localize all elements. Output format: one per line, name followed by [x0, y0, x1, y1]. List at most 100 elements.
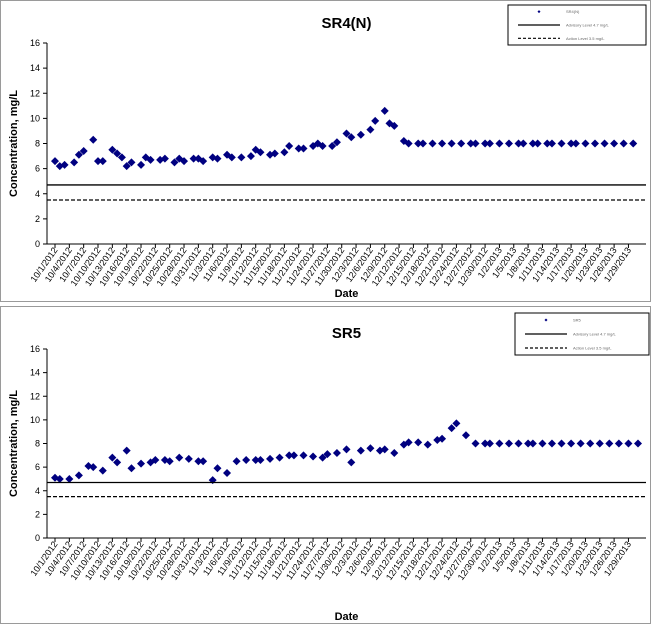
data-point	[275, 453, 284, 462]
data-point	[404, 139, 413, 148]
data-point	[481, 139, 490, 148]
y-axis-title: Concentration, mg/L	[8, 390, 20, 497]
data-point	[567, 139, 576, 148]
data-point	[380, 445, 389, 454]
y-tick-label: 4	[35, 486, 40, 496]
chart-panel-sr5: SR5 0 2 4 6 8 10 12 14 16 10/1/2012 10/4/2012 10/7/2…	[0, 306, 651, 624]
data-point	[98, 466, 107, 475]
y-tick-label: 2	[35, 509, 40, 519]
data-point	[237, 153, 246, 162]
data-point	[547, 139, 556, 148]
data-point	[280, 148, 289, 157]
data-point	[199, 457, 208, 466]
data-point	[605, 439, 614, 448]
y-tick-label: 4	[35, 189, 40, 199]
data-point	[270, 149, 279, 158]
data-point	[461, 431, 470, 440]
data-point	[366, 125, 375, 134]
y-tick-label: 16	[30, 344, 40, 354]
data-point	[485, 139, 494, 148]
data-point	[65, 474, 74, 483]
data-point	[428, 139, 437, 148]
data-point	[418, 139, 427, 148]
y-tick-label: 14	[30, 368, 40, 378]
data-point	[127, 464, 136, 473]
data-point	[557, 439, 566, 448]
data-point	[117, 153, 126, 162]
chart-sr4n: SR4(N)024681012141610/1/201210/4/201210/…	[8, 4, 647, 300]
y-tick-label: 10	[30, 113, 40, 123]
data-point	[175, 453, 184, 462]
data-point	[557, 139, 566, 148]
data-point	[528, 439, 537, 448]
data-point	[160, 154, 169, 163]
data-point	[227, 153, 236, 162]
data-point	[89, 135, 98, 144]
data-point	[180, 157, 189, 166]
data-point	[256, 456, 265, 465]
data-point	[70, 158, 79, 167]
data-point	[629, 139, 638, 148]
data-point	[246, 152, 255, 161]
data-point	[438, 434, 447, 443]
data-point	[213, 154, 222, 163]
data-point	[55, 474, 64, 483]
data-point	[404, 438, 413, 447]
data-point	[332, 448, 341, 457]
data-point	[390, 121, 399, 130]
x-axis-title: Date	[335, 288, 359, 300]
data-point	[113, 458, 122, 467]
data-point	[251, 456, 260, 465]
legend-label: Advisory Level 4.7 mg/L	[566, 23, 609, 28]
data-point	[213, 464, 222, 473]
data-point	[481, 439, 490, 448]
data-point	[356, 130, 365, 139]
data-point	[60, 160, 69, 169]
y-tick-label: 2	[35, 214, 40, 224]
y-tick-label: 8	[35, 439, 40, 449]
data-point	[600, 139, 609, 148]
y-tick-label: 0	[35, 239, 40, 249]
data-point	[184, 454, 193, 463]
data-point	[567, 439, 576, 448]
data-point	[371, 116, 380, 125]
data-point	[624, 439, 633, 448]
data-point	[285, 451, 294, 460]
data-point	[614, 439, 623, 448]
legend-marker	[544, 318, 548, 322]
data-point	[528, 139, 537, 148]
legend-label: Action Level 3.5 mg/L	[566, 36, 605, 41]
data-point	[51, 157, 59, 166]
y-tick-label: 6	[35, 462, 40, 472]
data-point	[342, 129, 351, 138]
data-point	[571, 139, 580, 148]
chart-title: SR5	[332, 325, 361, 342]
data-point	[285, 142, 294, 151]
data-point	[199, 157, 208, 166]
data-point	[504, 139, 513, 148]
data-point	[309, 452, 318, 461]
data-point	[452, 419, 461, 428]
data-point	[366, 444, 375, 453]
data-point	[485, 439, 494, 448]
data-point	[466, 139, 475, 148]
data-point	[504, 439, 513, 448]
data-point	[514, 439, 523, 448]
y-axis-title: Concentration, mg/L	[8, 90, 20, 197]
chart-title: SR4(N)	[321, 15, 371, 32]
data-point	[318, 453, 327, 462]
data-point	[122, 446, 131, 455]
data-point	[242, 456, 251, 465]
data-point	[332, 138, 341, 147]
data-point	[79, 147, 88, 156]
data-point	[189, 154, 198, 163]
data-point	[619, 139, 628, 148]
y-tick-label: 14	[30, 63, 40, 73]
data-point	[108, 453, 117, 462]
data-point	[137, 160, 146, 169]
chart-panel-sr4n: SR4(N) 0 2 4 6 8 10 12 14 16 10/1/2012 10/4/2012 10/…	[0, 0, 651, 302]
data-point	[438, 139, 447, 148]
y-tick-label: 16	[30, 38, 40, 48]
data-point	[433, 435, 442, 444]
